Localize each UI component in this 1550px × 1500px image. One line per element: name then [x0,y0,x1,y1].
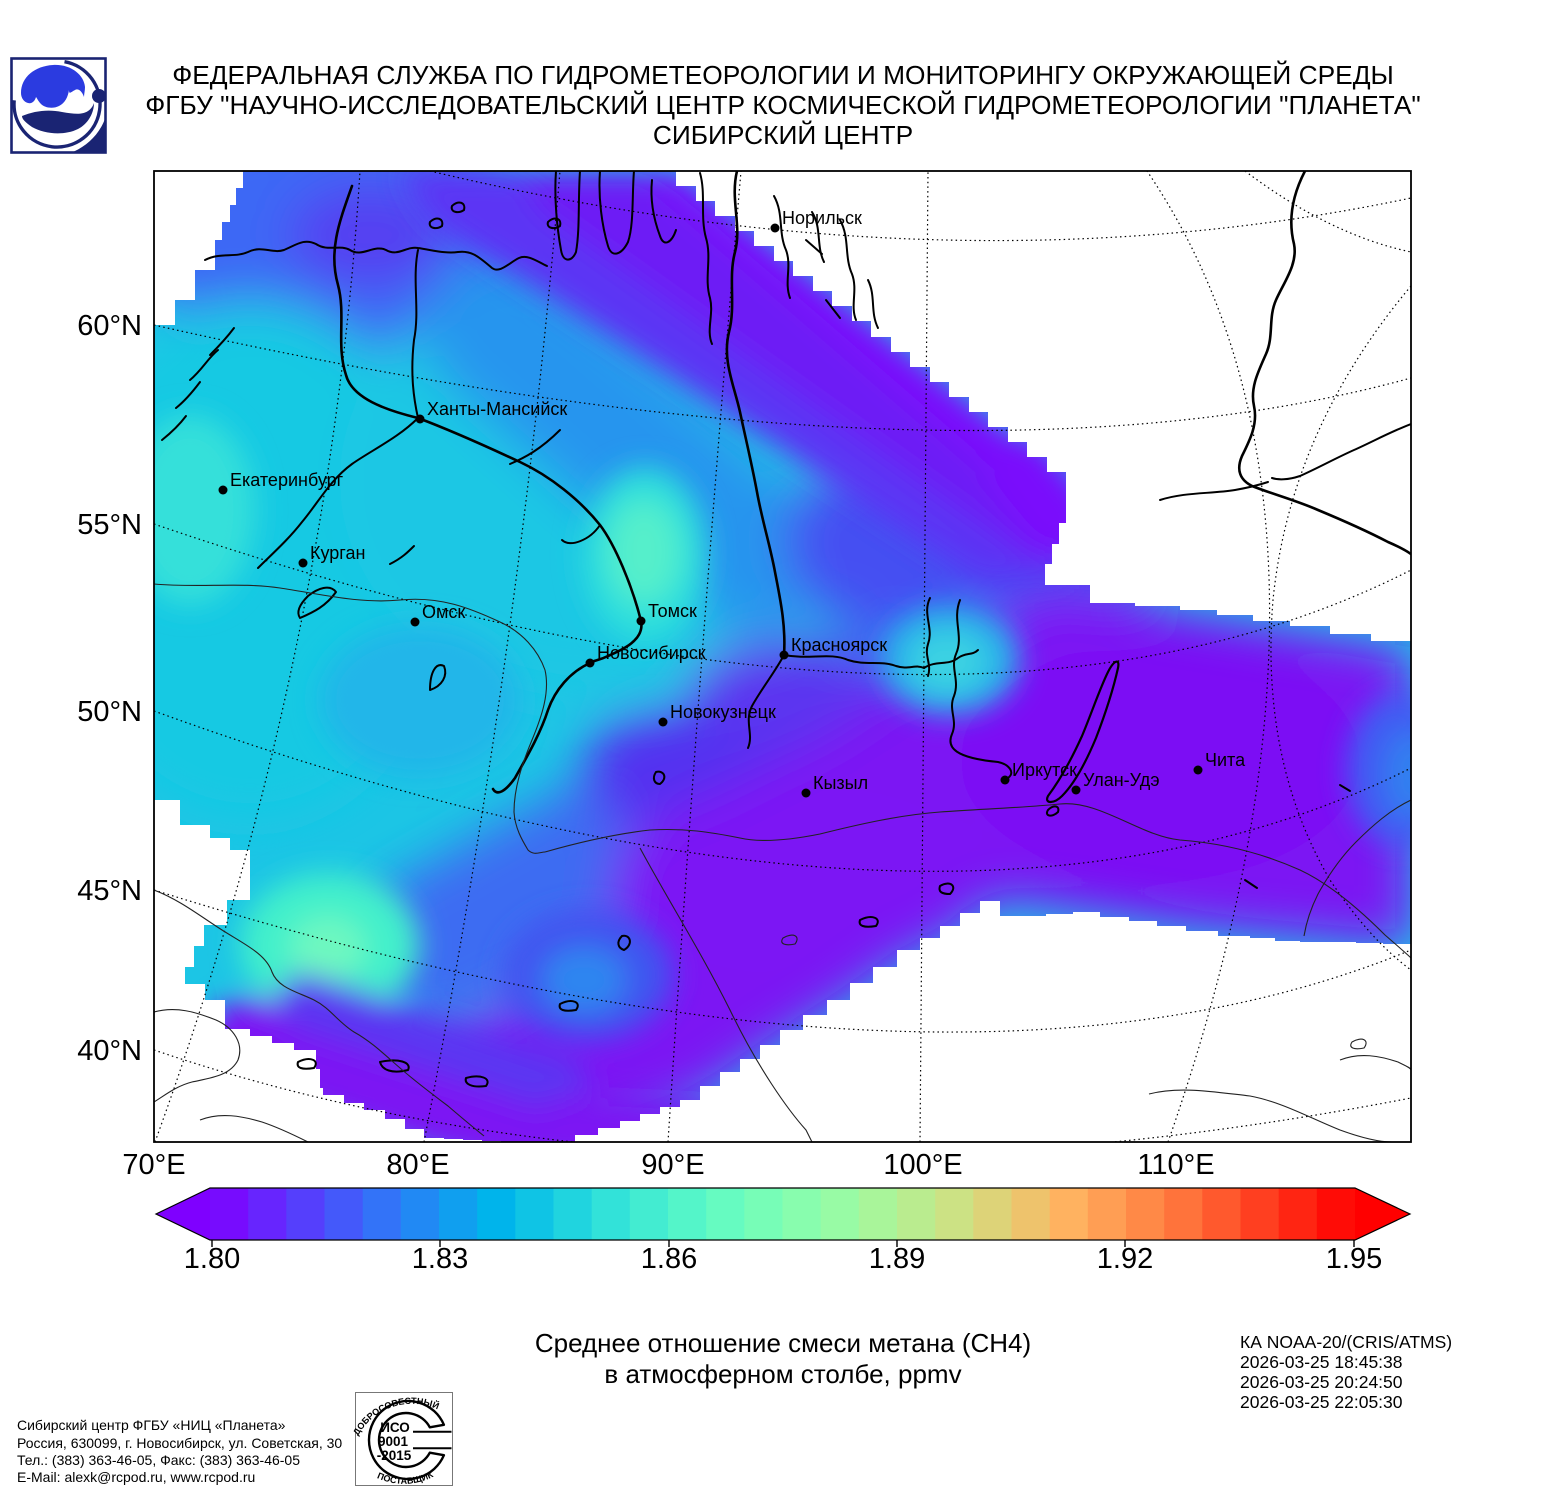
svg-text:90°E: 90°E [641,1149,704,1181]
svg-text:1.89: 1.89 [869,1243,925,1275]
svg-text:1.95: 1.95 [1326,1243,1382,1275]
svg-text:100°E: 100°E [883,1149,962,1181]
svg-text:50°N: 50°N [77,696,142,728]
svg-text:2026-03-25 18:45:38: 2026-03-25 18:45:38 [1240,1352,1403,1372]
svg-text:Среднее отношение смеси метана: Среднее отношение смеси метана (CH4) [535,1328,1031,1358]
svg-text:Улан-Удэ: Улан-Удэ [1083,770,1160,790]
svg-text:9001: 9001 [378,1434,409,1449]
svg-text:в атмосферном столбе, ppmv: в атмосферном столбе, ppmv [604,1359,961,1389]
svg-text:ИСО: ИСО [380,1420,410,1435]
svg-text:Ханты-Мансийск: Ханты-Мансийск [427,399,567,419]
svg-text:ФГБУ "НАУЧНО-ИССЛЕДОВАТЕЛЬСКИЙ: ФГБУ "НАУЧНО-ИССЛЕДОВАТЕЛЬСКИЙ ЦЕНТР КОС… [145,90,1421,120]
svg-text:45°N: 45°N [77,875,142,907]
svg-text:Сибирский центр ФГБУ «НИЦ «Пла: Сибирский центр ФГБУ «НИЦ «Планета» [17,1417,286,1433]
svg-text:Иркутск: Иркутск [1012,760,1077,780]
svg-text:Томск: Томск [648,601,697,621]
svg-text:Тел.: (383) 363-46-05, Факс: (: Тел.: (383) 363-46-05, Факс: (383) 363-4… [17,1452,300,1468]
svg-text:2026-03-25 20:24:50: 2026-03-25 20:24:50 [1240,1372,1403,1392]
svg-text:110°E: 110°E [1137,1149,1214,1181]
svg-text:2026-03-25 22:05:30: 2026-03-25 22:05:30 [1240,1392,1403,1412]
svg-text:60°N: 60°N [77,310,142,342]
svg-text:Екатеринбург: Екатеринбург [230,470,344,490]
svg-text:Омск: Омск [422,602,465,622]
svg-text:Курган: Курган [310,543,365,563]
svg-text:Новосибирск: Новосибирск [597,643,706,663]
svg-text:80°E: 80°E [386,1149,449,1181]
svg-text:Новокузнецк: Новокузнецк [670,702,776,722]
svg-text:Красноярск: Красноярск [791,635,887,655]
svg-text:55°N: 55°N [77,509,142,541]
svg-text:ФЕДЕРАЛЬНАЯ СЛУЖБА ПО ГИДРОМЕТ: ФЕДЕРАЛЬНАЯ СЛУЖБА ПО ГИДРОМЕТЕОРОЛОГИИ … [172,60,1394,90]
svg-text:1.92: 1.92 [1097,1243,1153,1275]
svg-text:Россия, 630099, г. Новосибирск: Россия, 630099, г. Новосибирск, ул. Сове… [17,1435,342,1451]
svg-text:-2015: -2015 [377,1448,412,1463]
svg-text:Чита: Чита [1205,750,1246,770]
svg-text:E-Mail: alexk@rcpod.ru, www.rc: E-Mail: alexk@rcpod.ru, www.rcpod.ru [17,1469,255,1485]
svg-text:1.80: 1.80 [184,1243,240,1275]
svg-text:КА NOAA-20/(CRIS/ATMS): КА NOAA-20/(CRIS/ATMS) [1240,1332,1452,1352]
svg-text:Кызыл: Кызыл [813,773,868,793]
svg-text:1.86: 1.86 [641,1243,697,1275]
svg-text:70°E: 70°E [122,1149,185,1181]
svg-text:СИБИРСКИЙ ЦЕНТР: СИБИРСКИЙ ЦЕНТР [653,120,913,150]
svg-text:40°N: 40°N [77,1035,142,1067]
svg-text:Норильск: Норильск [782,208,862,228]
svg-text:1.83: 1.83 [412,1243,468,1275]
